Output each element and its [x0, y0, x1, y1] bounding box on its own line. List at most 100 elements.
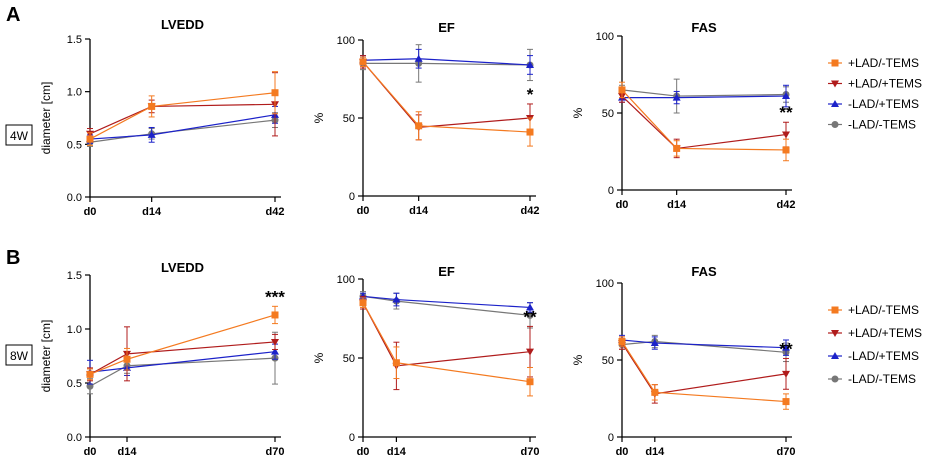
data-point	[271, 347, 279, 355]
y-tick-label: 1.5	[67, 34, 82, 46]
data-point	[147, 130, 156, 138]
data-point	[148, 102, 156, 110]
data-point	[415, 122, 423, 130]
legend-marker	[831, 100, 839, 107]
data-point	[392, 295, 401, 303]
legend-marker	[831, 121, 839, 128]
data-point	[672, 93, 681, 101]
y-tick-label: 0.0	[67, 192, 82, 204]
series-minus-lad-plusminus-tems	[359, 48, 534, 75]
series-plusminus-lad-minus-tems	[86, 71, 279, 146]
row-label-box-b	[5, 344, 33, 366]
data-point	[618, 86, 626, 94]
chart-title: EF	[438, 20, 455, 35]
legend-label: -LAD/+TEMS	[848, 349, 919, 363]
series-minus-lad-minus-tems	[359, 291, 534, 329]
data-point	[782, 398, 790, 406]
data-point	[271, 89, 279, 97]
x-tick-label: d0	[357, 205, 370, 217]
data-point	[782, 370, 790, 378]
series-line	[362, 295, 531, 309]
series-plusminus-lad-plusminus-tems	[86, 72, 279, 140]
chart-title: FAS	[691, 264, 717, 279]
series-line	[362, 61, 531, 133]
y-tick-label: 50	[343, 113, 355, 125]
x-tick-label: d70	[777, 446, 796, 458]
data-point	[526, 378, 534, 386]
chart-title: FAS	[691, 20, 717, 35]
legend-marker	[831, 80, 839, 88]
y-tick-label: 100	[596, 31, 614, 43]
row-label-a: 4W	[10, 129, 29, 143]
y-axis-label: %	[571, 107, 585, 118]
chart-b-lvedd: LVEDD 0.0 0.5 1.0 1.5 diameter [cm] d0 d14 d70 **…	[39, 260, 285, 458]
x-tick-label: d14	[409, 205, 429, 217]
y-axis-label: %	[312, 112, 326, 123]
legend-label: +LAD/+TEMS	[848, 326, 922, 340]
data-point	[526, 128, 534, 136]
series-line	[621, 95, 787, 150]
legend-item-minus-lad-minus-tems: -LAD/-TEMS	[828, 372, 916, 386]
legend-marker	[831, 59, 839, 67]
series-minus-lad-minus-tems	[618, 334, 790, 363]
legend-item-minus-lad-plusminus-tems: -LAD/+TEMS	[828, 349, 919, 363]
series-line	[362, 302, 531, 383]
legend-label: +LAD/+TEMS	[848, 77, 922, 91]
data-point	[782, 92, 790, 100]
legend-marker	[831, 352, 839, 359]
significance-marker: **	[779, 339, 793, 358]
series-line	[621, 89, 787, 97]
y-tick-label: 50	[343, 353, 355, 365]
y-tick-label: 1.5	[67, 270, 82, 282]
y-tick-label: 100	[337, 35, 355, 47]
x-tick-label: d0	[84, 446, 97, 458]
data-point	[392, 359, 400, 367]
data-point	[123, 355, 131, 363]
series-line	[89, 92, 276, 140]
x-tick-label: d70	[266, 446, 285, 458]
series-line	[362, 61, 531, 128]
x-tick-label: d0	[84, 206, 97, 218]
legend-marker	[831, 330, 839, 337]
legend-marker	[831, 306, 839, 314]
legend-item-plusminus-lad-plusminus-tems: +LAD/+TEMS	[828, 326, 922, 340]
x-tick-label: d14	[667, 199, 687, 211]
series-line	[89, 351, 276, 373]
panel-letter-b: B	[6, 247, 20, 269]
y-axis-label: %	[571, 354, 585, 365]
series-line	[622, 95, 787, 99]
data-point	[359, 58, 367, 66]
row-label-box-a	[5, 124, 33, 146]
x-tick-label: d0	[616, 199, 629, 211]
legend-marker	[831, 375, 839, 383]
row-label-b: 8W	[10, 349, 29, 363]
x-tick-label: d14	[387, 446, 407, 458]
series-minus-lad-plusminus-tems	[359, 292, 534, 313]
y-tick-label: 0.5	[67, 378, 82, 390]
chart-a-lvedd: LVEDD 0.0 0.5 1.0 1.5 diameter [cm] d0 d14 d42	[39, 17, 284, 218]
legend-label: -LAD/-TEMS	[848, 372, 916, 386]
data-point	[782, 146, 790, 154]
legend-b: +LAD/-TEMS +LAD/+TEMS -LAD/+TEMS -LAD/-TEMS	[828, 303, 922, 386]
data-point	[271, 311, 279, 319]
x-tick-label: d42	[777, 199, 796, 211]
y-tick-label: 0	[608, 432, 614, 444]
y-axis-label: diameter [cm]	[39, 320, 53, 393]
legend-a: +LAD/-TEMS +LAD/+TEMS -LAD/+TEMS -LAD/-TEMS	[828, 56, 922, 132]
legend-item-minus-lad-plusminus-tems: -LAD/+TEMS	[828, 97, 919, 111]
panel-letter-a: A	[6, 4, 20, 26]
legend-item-minus-lad-minus-tems: -LAD/-TEMS	[828, 118, 916, 132]
series-plusminus-lad-minus-tems	[618, 336, 790, 410]
chart-a-ef: EF 0 50 100% d0 d14 d42 *	[312, 20, 539, 217]
data-point	[526, 348, 534, 356]
data-point	[782, 131, 790, 139]
chart-title: LVEDD	[161, 17, 204, 32]
data-point	[359, 299, 367, 307]
y-tick-label: 0.0	[67, 432, 82, 444]
significance-marker: **	[523, 307, 537, 326]
data-point	[673, 144, 681, 152]
x-tick-label: d14	[645, 446, 665, 458]
legend-label: -LAD/+TEMS	[848, 97, 919, 111]
legend-label: +LAD/-TEMS	[848, 56, 919, 70]
